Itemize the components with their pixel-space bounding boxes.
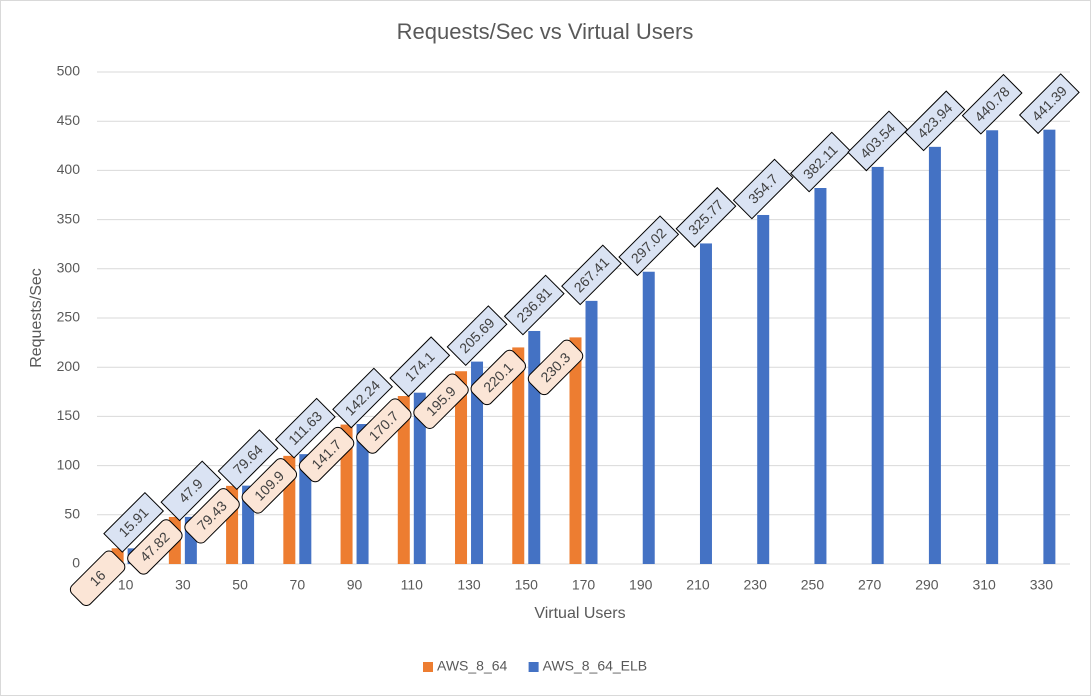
- data-label-box: [675, 187, 737, 248]
- x-tick-label: 250: [801, 577, 825, 593]
- bar: [699, 243, 712, 564]
- bar: [397, 396, 410, 564]
- x-tick-label: 90: [347, 577, 363, 593]
- y-tick-label: 500: [57, 63, 81, 79]
- chart-title: Requests/Sec vs Virtual Users: [397, 19, 694, 44]
- y-tick-label: 100: [57, 456, 81, 472]
- bar: [814, 188, 827, 564]
- x-tick-label: 230: [744, 577, 768, 593]
- data-label-box: [1018, 73, 1080, 135]
- bar: [585, 300, 598, 564]
- bar: [569, 337, 582, 564]
- bar: [986, 130, 999, 565]
- legend-swatch: [423, 662, 433, 672]
- y-axis-title: Requests/Sec: [28, 268, 45, 368]
- data-label-box: [904, 90, 966, 152]
- y-tick-label: 400: [57, 161, 81, 177]
- bar: [471, 361, 484, 564]
- x-tick-label: 130: [457, 577, 481, 593]
- x-tick-label: 150: [515, 577, 539, 593]
- data-label-box: [961, 73, 1023, 135]
- x-tick-label: 290: [915, 577, 939, 593]
- bar: [642, 271, 655, 564]
- data-label-box: [790, 131, 851, 193]
- legend-label: AWS_8_64_ELB: [543, 658, 648, 674]
- y-tick-label: 200: [57, 358, 81, 374]
- data-label-box: [298, 426, 355, 483]
- x-tick-label: 190: [629, 577, 653, 593]
- x-axis-title: Virtual Users: [534, 605, 625, 622]
- y-tick-label: 350: [57, 210, 81, 226]
- data-label-box: [356, 398, 412, 454]
- data-label-box: [160, 460, 222, 522]
- y-tick-label: 250: [57, 309, 81, 325]
- legend-label: AWS_8_64: [437, 658, 508, 674]
- y-tick-label: 450: [57, 112, 81, 128]
- bar: [512, 347, 525, 564]
- legend-swatch: [528, 662, 539, 672]
- data-label-box: [389, 336, 451, 398]
- data-label-box: [69, 550, 126, 606]
- bar: [1043, 129, 1056, 564]
- data-label-box: [503, 274, 565, 336]
- y-tick-label: 50: [64, 506, 80, 522]
- y-tick-label: 150: [57, 407, 81, 423]
- data-label-box: [332, 367, 393, 429]
- x-tick-label: 70: [290, 577, 306, 593]
- data-label-box: [446, 305, 508, 367]
- bar: [757, 214, 770, 564]
- data-label-box: [103, 491, 165, 553]
- bar: [340, 424, 353, 564]
- data-label: 16: [69, 550, 126, 606]
- x-tick-label: 270: [858, 577, 882, 593]
- bar: [413, 392, 426, 564]
- y-tick-label: 0: [72, 555, 80, 571]
- x-tick-label: 210: [686, 577, 710, 593]
- bar: [928, 146, 941, 565]
- x-tick-label: 330: [1030, 577, 1054, 593]
- y-tick-label: 300: [57, 260, 81, 276]
- data-label-box: [184, 488, 240, 544]
- data-label-box: [241, 458, 298, 514]
- x-tick-label: 50: [232, 577, 248, 593]
- data-label-box: [413, 373, 469, 429]
- x-tick-label: 310: [972, 577, 996, 593]
- data-label-box: [618, 215, 680, 277]
- bar: [299, 454, 312, 564]
- data-label: 382.11: [790, 131, 851, 193]
- x-tick-label: 10: [118, 577, 134, 593]
- bar: [356, 424, 369, 564]
- data-label-box: [732, 158, 794, 220]
- data-label-box: [274, 397, 336, 459]
- data-label-box: [847, 110, 909, 172]
- bar: [455, 371, 468, 564]
- data-label-box: [470, 349, 526, 406]
- data-label-box: [217, 429, 279, 491]
- data-label-box: [127, 519, 183, 575]
- x-tick-label: 30: [175, 577, 191, 593]
- x-tick-label: 170: [572, 577, 596, 593]
- data-label: 174.1: [389, 336, 451, 398]
- bar: [871, 166, 884, 565]
- data-label-box: [527, 339, 584, 396]
- x-tick-label: 110: [401, 577, 424, 593]
- data-label-box: [561, 244, 622, 306]
